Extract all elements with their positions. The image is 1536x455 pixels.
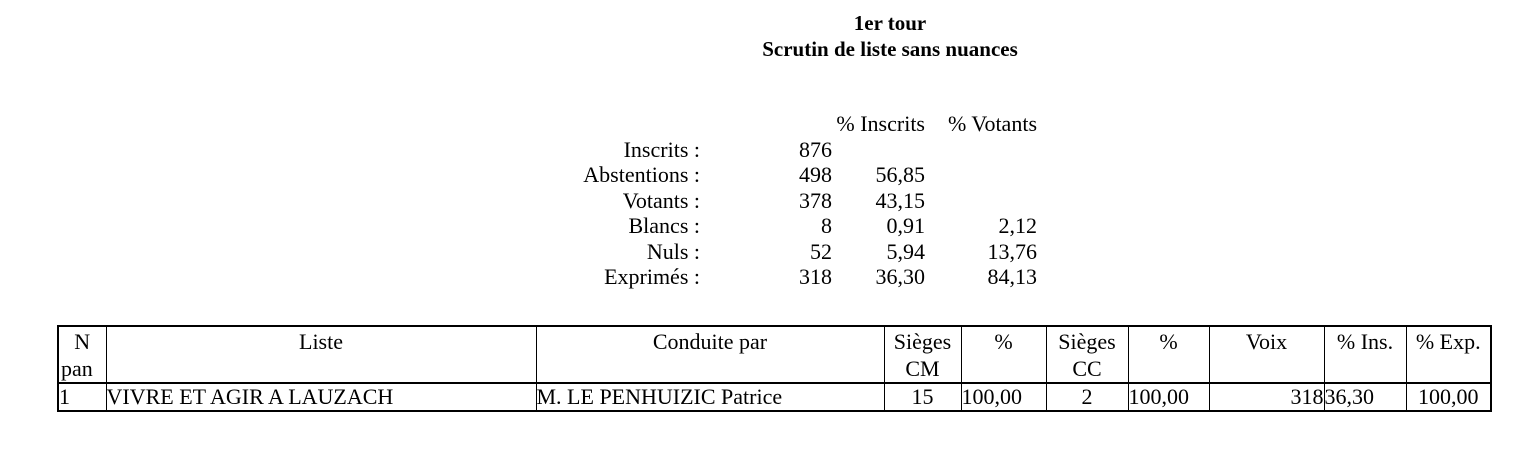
summary-label: Blancs : (628, 213, 701, 238)
summary-pct-votants (925, 162, 1037, 188)
summary-label: Nuls : (646, 238, 700, 264)
col-header-voix: Voix (1208, 325, 1325, 384)
summary-count: 52 (810, 238, 832, 264)
col-header-sieges-cc: Sièges CC (1045, 325, 1129, 384)
summary-row-votants: Votants : 378 43,15 (450, 188, 1037, 214)
summary-label: Votants : (622, 187, 700, 213)
cell-voix: 318 (1208, 382, 1325, 412)
cell-conduite-par: M. LE PENHUIZIC Patrice (535, 382, 885, 412)
cell-pct-ins: 36,30 (1323, 382, 1407, 412)
summary-count: 8 (821, 213, 832, 238)
summary-header-spacer (700, 111, 832, 137)
summary-pct-inscrits: 36,30 (875, 264, 926, 289)
col-header-num-line2: pan (61, 356, 93, 381)
summary-label: Exprimés : (604, 264, 700, 289)
summary-header-pct-inscrits: % Inscrits (836, 111, 925, 136)
cell-num: 1 (57, 382, 107, 412)
summary-row-abstentions: Abstentions : 498 56,85 (450, 162, 1037, 188)
summary-pct-votants (925, 188, 1037, 214)
summary-pct-inscrits (832, 137, 925, 163)
summary-row-inscrits: Inscrits : 876 (450, 137, 1037, 163)
title-scrutin-type: Scrutin de liste sans nuances (762, 37, 1018, 61)
summary-label: Abstentions : (583, 162, 700, 187)
cell-pct-exp: 100,00 (1405, 382, 1492, 412)
cell-liste: VIVRE ET AGIR A LAUZACH (105, 382, 537, 412)
cell-sieges-cc: 2 (1045, 382, 1129, 412)
results-table: N pan Liste Conduite par Sièges CM % Siè… (57, 325, 1492, 412)
participation-summary-table: % Inscrits % Votants Inscrits : 876 Abst… (450, 111, 1037, 290)
summary-pct-votants (925, 137, 1037, 163)
summary-count: 318 (799, 264, 832, 289)
summary-pct-votants: 84,13 (987, 264, 1038, 289)
results-row-1: 1 VIVRE ET AGIR A LAUZACH M. LE PENHUIZI… (57, 382, 1492, 412)
cell-sieges-cm: 15 (883, 382, 962, 412)
summary-pct-votants: 2,12 (998, 213, 1038, 238)
cell-pct-cm: 100,00 (960, 382, 1047, 412)
col-header-pct-cm: % (960, 325, 1047, 384)
col-header-pct-cc: % (1127, 325, 1210, 384)
col-header-conduite-par: Conduite par (535, 325, 885, 384)
summary-label: Inscrits : (623, 136, 700, 162)
col-header-pct-exp: % Exp. (1405, 325, 1492, 384)
document-title: 1er tour Scrutin de liste sans nuances (762, 10, 1018, 62)
summary-pct-inscrits: 0,91 (886, 213, 926, 238)
summary-count: 378 (799, 187, 832, 213)
title-round: 1er tour (853, 11, 927, 35)
col-header-num: N pan (57, 325, 107, 384)
col-header-liste: Liste (105, 325, 537, 384)
summary-pct-inscrits: 43,15 (875, 187, 926, 213)
summary-row-blancs: Blancs : 8 0,91 2,12 (450, 213, 1038, 239)
col-header-pct-ins: % Ins. (1323, 325, 1407, 384)
summary-count: 498 (799, 162, 832, 187)
summary-pct-votants: 13,76 (987, 238, 1038, 264)
summary-header-row: % Inscrits % Votants (450, 111, 1037, 137)
summary-header-pct-votants: % Votants (947, 111, 1037, 136)
col-header-sieges-cm: Sièges CM (883, 325, 962, 384)
results-header-row: N pan Liste Conduite par Sièges CM % Siè… (57, 325, 1492, 384)
summary-row-exprimes: Exprimés : 318 36,30 84,13 (450, 264, 1037, 290)
summary-pct-inscrits: 56,85 (875, 162, 926, 187)
col-header-num-line1: N (74, 329, 91, 354)
cell-pct-cc: 100,00 (1127, 382, 1210, 412)
summary-header-spacer (450, 111, 700, 137)
summary-pct-inscrits: 5,94 (886, 238, 926, 264)
summary-row-nuls: Nuls : 52 5,94 13,76 (450, 239, 1037, 265)
summary-count: 876 (799, 136, 832, 162)
